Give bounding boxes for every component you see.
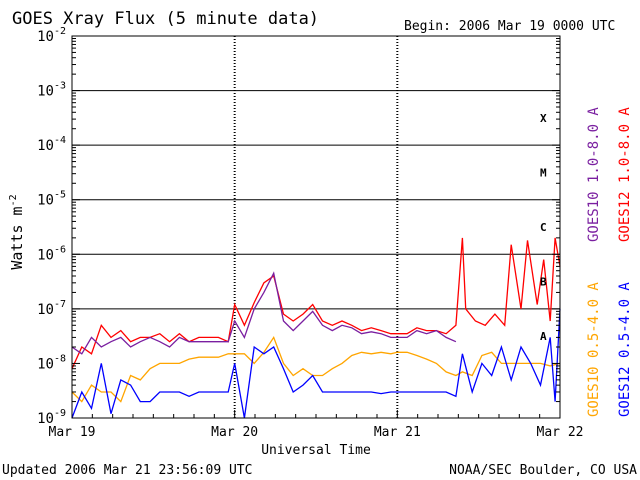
- series-line-3: [71, 308, 561, 419]
- y-tick-base: 10: [37, 302, 54, 318]
- legend-goes12-short: GOES12 0.5-4.0 A: [617, 282, 633, 417]
- y-tick-label: 10-7: [37, 299, 66, 318]
- y-tick-exponent: -5: [54, 190, 66, 201]
- y-axis-label-exponent: -2: [8, 194, 19, 206]
- flare-class-label: C: [540, 221, 547, 234]
- flare-class-label: M: [540, 166, 547, 179]
- y-tick-base: 10: [37, 247, 54, 263]
- legend-goes12-long: GOES12 1.0-8.0 A: [617, 107, 633, 242]
- plot-frame: [71, 35, 561, 419]
- y-tick-label: 10-8: [37, 353, 66, 372]
- credit-text: NOAA/SEC Boulder, CO USA: [449, 463, 637, 478]
- legend-goes10-long: GOES10 1.0-8.0 A: [586, 107, 602, 242]
- y-tick-exponent: -8: [54, 353, 66, 364]
- y-tick-exponent: -6: [54, 244, 66, 255]
- y-tick-exponent: -2: [54, 26, 66, 37]
- y-tick-base: 10: [37, 356, 54, 372]
- x-tick-label: Mar 19: [49, 425, 96, 440]
- flare-class-label: A: [540, 330, 547, 343]
- y-tick-label: 10-2: [37, 26, 66, 45]
- x-tick-label: Mar 22: [537, 425, 584, 440]
- y-tick-base: 10: [37, 411, 54, 427]
- y-tick-label: 10-6: [37, 244, 66, 263]
- begin-date: Begin: 2006 Mar 19 0000 UTC: [404, 19, 615, 34]
- y-tick-label: 10-5: [37, 190, 66, 209]
- y-tick-base: 10: [37, 84, 54, 100]
- y-axis-label-text: Watts m: [8, 206, 26, 269]
- series-line-2: [71, 335, 561, 403]
- y-tick-base: 10: [37, 193, 54, 209]
- x-tick-label: Mar 20: [211, 425, 258, 440]
- y-tick-label: 10-3: [37, 81, 66, 100]
- updated-time: Updated 2006 Mar 21 23:56:09 UTC: [2, 463, 252, 478]
- y-tick-exponent: -4: [54, 135, 66, 146]
- y-tick-label: 10-9: [37, 408, 66, 427]
- y-tick-label: 10-4: [37, 135, 66, 154]
- x-tick-label: Mar 21: [374, 425, 421, 440]
- y-tick-exponent: -9: [54, 408, 66, 419]
- x-axis-label: Universal Time: [261, 443, 371, 458]
- y-tick-exponent: -7: [54, 299, 66, 310]
- chart-title: GOES Xray Flux (5 minute data): [12, 9, 319, 29]
- y-tick-exponent: -3: [54, 81, 66, 92]
- flare-class-label: X: [540, 112, 547, 125]
- series-line-1: [71, 271, 457, 355]
- flare-class-label: B: [540, 276, 547, 289]
- y-tick-base: 10: [37, 138, 54, 154]
- series-line-0: [71, 237, 561, 369]
- svg-text:Watts m-2: Watts m-2: [8, 194, 26, 269]
- legend-goes10-short: GOES10 0.5-4.0 A: [586, 282, 602, 417]
- y-tick-base: 10: [37, 29, 54, 45]
- y-axis-label: Watts m-2: [8, 194, 26, 269]
